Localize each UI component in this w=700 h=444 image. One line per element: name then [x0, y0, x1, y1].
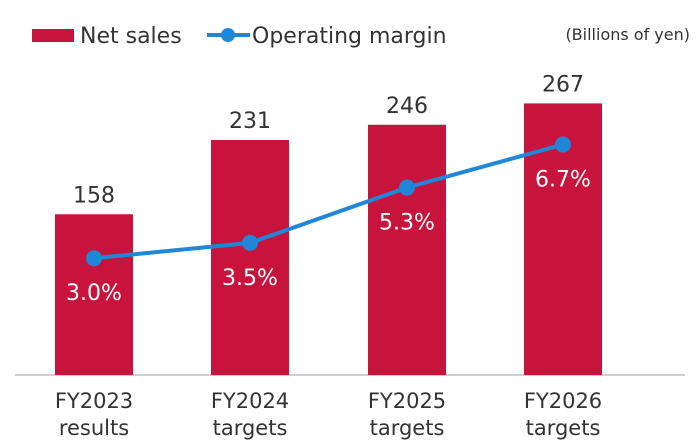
x-axis-ticks: FY2023 results FY2024 targets FY2025 targets F…: [55, 389, 602, 440]
x-tick-label-0-1: results: [59, 416, 129, 440]
bar-net-sales-0: [55, 214, 133, 375]
bar-net-sales-2: [368, 124, 446, 375]
unit-note: (Billions of yen): [565, 25, 690, 44]
operating-margin-line: [93, 142, 564, 261]
legend-label-operating-margin: Operating margin: [252, 24, 447, 49]
bar-value-label-3: 267: [542, 72, 584, 97]
bar-value-label-1: 231: [229, 109, 271, 134]
margin-point-1: [242, 234, 258, 251]
legend-swatch-net-sales: [32, 29, 74, 42]
x-tick-label-3-1: targets: [526, 416, 601, 440]
legend: Net sales Operating margin (Billions of …: [32, 24, 690, 49]
x-tick-label-1-0: FY2024: [211, 389, 289, 413]
margin-point-3: [555, 136, 571, 153]
legend-label-net-sales: Net sales: [80, 24, 182, 49]
bar-net-sales-1: [211, 140, 289, 375]
x-tick-label-3-0: FY2026: [524, 389, 602, 413]
margin-value-label-0: 3.0%: [66, 281, 122, 306]
operating-margin-series: 3.0% 3.5% 5.3% 6.7%: [66, 136, 591, 306]
margin-value-label-2: 5.3%: [379, 211, 435, 236]
bar-value-label-0: 158: [73, 183, 115, 208]
bar-value-label-2: 246: [386, 94, 428, 119]
bars: 158 231 246 267: [55, 72, 602, 376]
x-tick-label-2-0: FY2025: [368, 389, 446, 413]
legend-marker-operating-margin: [221, 28, 235, 42]
x-tick-label-2-1: targets: [370, 416, 445, 440]
x-tick-label-0-0: FY2023: [55, 389, 133, 413]
margin-value-label-3: 6.7%: [535, 168, 591, 193]
x-tick-label-1-1: targets: [213, 416, 288, 440]
margin-point-2: [399, 179, 415, 196]
margin-point-0: [86, 250, 102, 267]
margin-value-label-1: 3.5%: [222, 266, 278, 291]
